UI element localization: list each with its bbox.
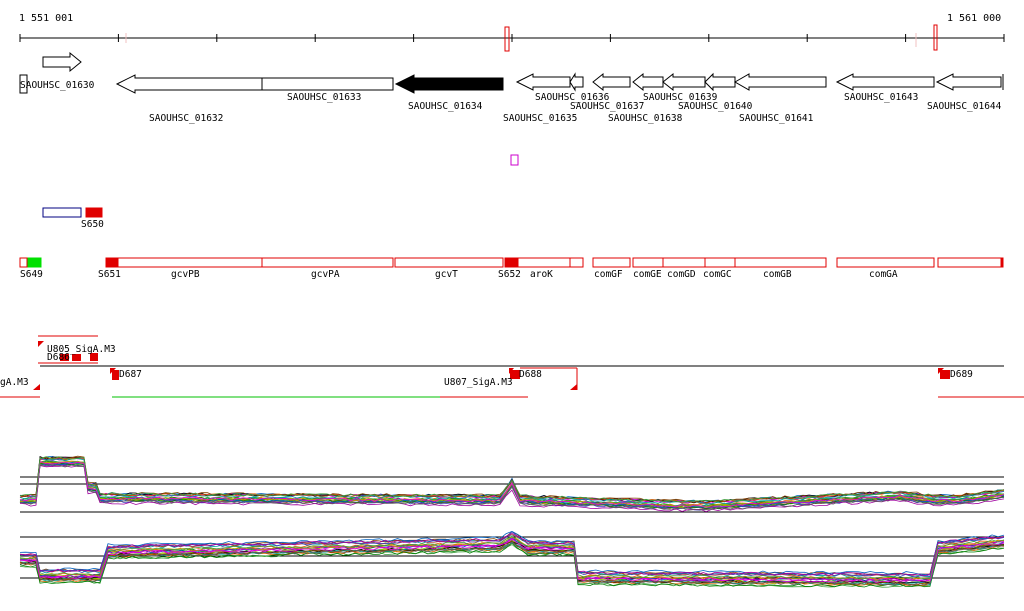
segment-comgd[interactable] [662,257,706,268]
gene-label: SAOUHSC_01635 [503,113,578,124]
gene-label: SAOUHSC_01641 [739,113,814,124]
gene-arrow[interactable] [261,77,394,91]
segment-comga[interactable] [836,257,935,268]
feature-label: D689 [950,369,973,380]
segment-label: gcvPB [171,269,200,280]
expression-trace [19,540,1005,585]
gene-label: SAOUHSC_01639 [643,92,718,103]
expression-trace [19,455,1005,504]
expression-trace [19,464,1005,511]
segment-label: aroK [530,269,553,280]
expression-trace [19,538,1005,583]
segment-arok[interactable] [517,257,571,268]
feature-label: D688 [519,369,542,380]
segment-box[interactable] [569,257,584,268]
feature-marker[interactable] [72,354,81,361]
feature-label: gA.M3 [0,377,29,388]
segment-s652[interactable] [504,257,519,268]
gene-arrow[interactable] [394,74,504,94]
gene-label: SAOUHSC_01636 [535,92,610,103]
feature-d688[interactable] [510,370,520,379]
gene-label: SAOUHSC_01638 [608,113,683,124]
gene-arrow[interactable] [115,74,263,94]
expression-trace [19,536,1005,581]
segment-label: comGF [594,269,623,280]
feature-d689[interactable] [940,370,950,379]
gene-arrow[interactable] [935,73,1002,91]
segment-box[interactable] [1000,257,1004,268]
expression-trace [19,465,1005,513]
segment-label: comGA [869,269,898,280]
segment-s649[interactable] [27,257,42,268]
gene-label: SAOUHSC_01637 [570,101,645,112]
segment-box[interactable] [19,257,28,268]
gene-label: SAOUHSC_01630 [20,80,95,91]
gene-label: SAOUHSC_01643 [844,92,919,103]
segment-label: comGE [633,269,662,280]
feature-label: U807_SigA.M3 [444,377,513,388]
feature-marker[interactable] [60,354,69,361]
segment-comge[interactable] [632,257,664,268]
segment-label: gcvPA [311,269,340,280]
feature-d687[interactable] [112,370,119,380]
segment-box[interactable] [937,257,1002,268]
expression-trace [19,460,1005,508]
segment-s651[interactable] [105,257,119,268]
ruler [19,24,1005,52]
magenta-marker[interactable] [510,154,519,166]
gene-arrow[interactable] [19,74,28,94]
feature-track [0,335,1024,398]
gene-label: SAOUHSC_01640 [678,101,753,112]
segment-gcvpa[interactable] [261,257,394,268]
gene-arrow[interactable] [569,72,584,92]
segment-comgb[interactable] [734,257,827,268]
gene-arrow[interactable] [733,73,827,91]
navy-segment[interactable] [42,207,82,218]
segment-label: comGB [763,269,792,280]
ruler-start-label: 1 551 001 [19,13,74,24]
feature-label: D686 [47,352,70,363]
gene-arrow[interactable] [632,72,664,92]
segment-label: S649 [20,269,43,280]
ruler-marker [933,24,938,51]
ruler-marker [504,26,510,52]
segment-label: S651 [98,269,121,280]
expression-panel-top [19,455,1005,513]
gene-label: SAOUHSC_01632 [149,113,224,124]
ruler-end-label: 1 561 000 [947,13,1002,24]
gene-label: SAOUHSC_01633 [287,92,362,103]
segment-label: comGD [667,269,696,280]
segment-track [19,257,1004,268]
segment-comgf[interactable] [592,257,631,268]
segment-comgc[interactable] [704,257,736,268]
feature-label: U805_SigA.M3 [47,344,116,355]
expression-trace [19,532,1005,577]
gene-arrow[interactable] [42,51,82,73]
expression-trace [19,535,1005,580]
expression-trace [19,541,1005,586]
segment-gcvpb[interactable] [117,257,263,268]
gene-label: SAOUHSC_01634 [408,101,483,112]
segment-label: comGC [703,269,732,280]
feature-label: D687 [119,369,142,380]
gene-label: SAOUHSC_01644 [927,101,1002,112]
gene-arrow[interactable] [835,73,935,91]
segment-s650[interactable] [85,207,103,218]
feature-marker[interactable] [90,353,98,361]
gene-arrow[interactable] [592,72,631,92]
gene-arrow[interactable] [515,73,571,91]
segment-label: S652 [498,269,521,280]
expression-panel-bottom [19,530,1005,588]
gene-arrow[interactable] [662,72,706,92]
segment-label: S650 [81,219,104,230]
gene-arrow[interactable] [704,72,736,92]
gene-track [19,51,1004,94]
segment-gcvt[interactable] [394,257,504,268]
expression-trace [19,542,1004,588]
expression-trace [19,456,1005,503]
segment-label: gcvT [435,269,458,280]
